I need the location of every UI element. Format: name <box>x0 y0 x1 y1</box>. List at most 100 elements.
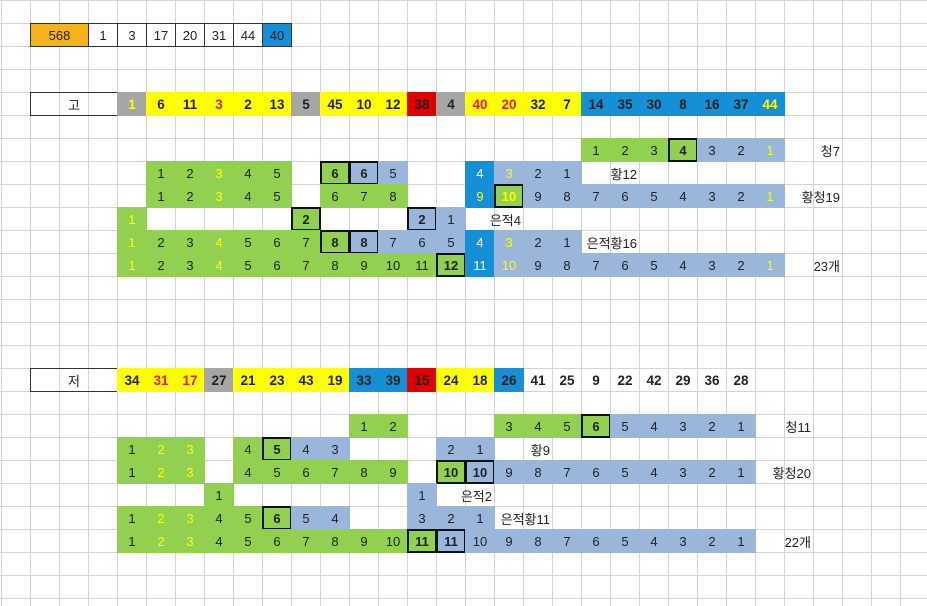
go-number-cell[interactable]: 13 <box>262 92 292 116</box>
go-number-cell[interactable]: 14 <box>581 92 611 116</box>
jeo-count-cell[interactable]: 7 <box>291 529 321 553</box>
go-count-cell[interactable]: 1 <box>755 184 785 208</box>
go-row-label[interactable]: 황청19 <box>801 189 840 205</box>
go-label-cell[interactable]: 고 <box>30 92 118 116</box>
go-number-cell[interactable]: 2 <box>233 92 263 116</box>
jeo-count-cell[interactable]: 3 <box>668 414 698 438</box>
top-number-cell[interactable]: 20 <box>175 23 205 47</box>
jeo-count-cell[interactable]: 3 <box>668 529 698 553</box>
go-count-cell[interactable]: 8 <box>552 253 582 277</box>
go-count-cell[interactable]: 3 <box>697 253 727 277</box>
go-count-cell[interactable]: 1 <box>146 161 176 185</box>
jeo-number-cell[interactable]: 19 <box>320 368 350 392</box>
jeo-count-cell[interactable]: 8 <box>523 460 553 484</box>
jeo-count-cell[interactable]: 5 <box>610 414 640 438</box>
go-count-cell[interactable]: 4 <box>465 161 495 185</box>
jeo-count-cell[interactable]: 3 <box>175 437 205 461</box>
jeo-count-cell[interactable]: 4 <box>523 414 553 438</box>
go-number-cell[interactable]: 8 <box>668 92 698 116</box>
go-peak-cell[interactable]: 6 <box>320 161 350 185</box>
jeo-count-cell[interactable]: 8 <box>320 529 350 553</box>
go-count-cell[interactable]: 1 <box>552 161 582 185</box>
jeo-count-cell[interactable]: 5 <box>262 460 292 484</box>
jeo-count-cell[interactable]: 7 <box>552 460 582 484</box>
go-count-cell[interactable]: 5 <box>262 161 292 185</box>
go-count-cell[interactable]: 3 <box>697 138 727 162</box>
jeo-count-cell[interactable]: 6 <box>291 460 321 484</box>
jeo-count-cell[interactable]: 4 <box>639 414 669 438</box>
jeo-label-cell[interactable]: 저 <box>30 368 118 392</box>
jeo-count-cell[interactable]: 7 <box>552 529 582 553</box>
top-number-cell[interactable]: 1 <box>88 23 118 47</box>
jeo-count-cell[interactable]: 2 <box>146 460 176 484</box>
go-count-cell[interactable]: 5 <box>233 253 263 277</box>
jeo-count-cell[interactable]: 5 <box>610 529 640 553</box>
jeo-count-cell[interactable]: 5 <box>233 506 263 530</box>
jeo-count-cell[interactable]: 4 <box>204 506 234 530</box>
go-count-cell[interactable]: 2 <box>523 230 553 254</box>
go-count-cell[interactable]: 4 <box>668 253 698 277</box>
jeo-number-cell[interactable]: 29 <box>675 372 691 388</box>
jeo-peak-cell[interactable]: 6 <box>262 506 292 530</box>
go-number-cell[interactable]: 45 <box>320 92 350 116</box>
jeo-count-cell[interactable]: 1 <box>117 506 147 530</box>
go-number-cell[interactable]: 20 <box>494 92 524 116</box>
go-count-cell[interactable]: 2 <box>726 184 756 208</box>
jeo-number-cell[interactable]: 17 <box>175 368 205 392</box>
jeo-row-label[interactable]: 황청20 <box>772 465 811 481</box>
go-number-cell[interactable]: 7 <box>552 92 582 116</box>
go-count-cell[interactable]: 9 <box>349 253 379 277</box>
jeo-peak-cell[interactable]: 10 <box>436 460 466 484</box>
jeo-number-cell[interactable]: 26 <box>494 368 524 392</box>
go-count-cell[interactable]: 1 <box>552 230 582 254</box>
go-count-cell[interactable]: 3 <box>494 230 524 254</box>
go-number-cell[interactable]: 3 <box>204 92 234 116</box>
go-count-cell[interactable]: 7 <box>349 184 379 208</box>
jeo-number-cell[interactable]: 28 <box>733 372 749 388</box>
jeo-number-cell[interactable]: 34 <box>117 368 147 392</box>
go-row-label[interactable]: 황12 <box>610 166 637 182</box>
jeo-number-cell[interactable]: 36 <box>704 372 720 388</box>
go-count-cell[interactable]: 4 <box>233 161 263 185</box>
jeo-count-cell[interactable]: 9 <box>349 529 379 553</box>
total-count-cell[interactable]: 568 <box>30 23 89 47</box>
go-count-cell[interactable]: 1 <box>117 253 147 277</box>
go-count-cell[interactable]: 6 <box>320 184 350 208</box>
go-count-cell[interactable]: 5 <box>436 230 466 254</box>
go-number-cell[interactable]: 4 <box>436 92 466 116</box>
go-count-cell[interactable]: 3 <box>697 184 727 208</box>
jeo-count-cell[interactable]: 2 <box>697 414 727 438</box>
jeo-count-cell[interactable]: 1 <box>726 460 756 484</box>
jeo-count-cell[interactable]: 3 <box>494 414 524 438</box>
jeo-count-cell[interactable]: 2 <box>146 506 176 530</box>
go-peak-cell[interactable]: 8 <box>320 230 350 254</box>
jeo-row-label[interactable]: 은적황11 <box>500 511 550 527</box>
go-peak-cell[interactable]: 12 <box>436 253 466 277</box>
jeo-count-cell[interactable]: 3 <box>175 506 205 530</box>
top-number-cell[interactable]: 40 <box>262 23 292 47</box>
go-count-cell[interactable]: 6 <box>262 230 292 254</box>
jeo-count-cell[interactable]: 1 <box>349 414 379 438</box>
jeo-row-label[interactable]: 은적2 <box>460 488 492 504</box>
go-count-cell[interactable]: 5 <box>233 230 263 254</box>
go-count-cell[interactable]: 10 <box>378 253 408 277</box>
jeo-number-cell[interactable]: 18 <box>465 368 495 392</box>
go-number-cell[interactable]: 1 <box>117 92 147 116</box>
jeo-count-cell[interactable]: 10 <box>465 529 495 553</box>
go-count-cell[interactable]: 8 <box>320 253 350 277</box>
go-peak-cell[interactable]: 2 <box>407 207 437 231</box>
go-count-cell[interactable]: 3 <box>204 161 234 185</box>
jeo-count-cell[interactable]: 5 <box>552 414 582 438</box>
jeo-row-label[interactable]: 22개 <box>784 534 811 550</box>
jeo-count-cell[interactable]: 4 <box>320 506 350 530</box>
go-count-cell[interactable]: 2 <box>146 253 176 277</box>
go-count-cell[interactable]: 8 <box>552 184 582 208</box>
go-count-cell[interactable]: 1 <box>755 138 785 162</box>
go-count-cell[interactable]: 5 <box>378 161 408 185</box>
go-count-cell[interactable]: 7 <box>581 253 611 277</box>
jeo-count-cell[interactable]: 1 <box>465 506 495 530</box>
go-count-cell[interactable]: 7 <box>378 230 408 254</box>
jeo-count-cell[interactable]: 3 <box>175 460 205 484</box>
jeo-count-cell[interactable]: 9 <box>494 460 524 484</box>
go-count-cell[interactable]: 1 <box>117 207 147 231</box>
